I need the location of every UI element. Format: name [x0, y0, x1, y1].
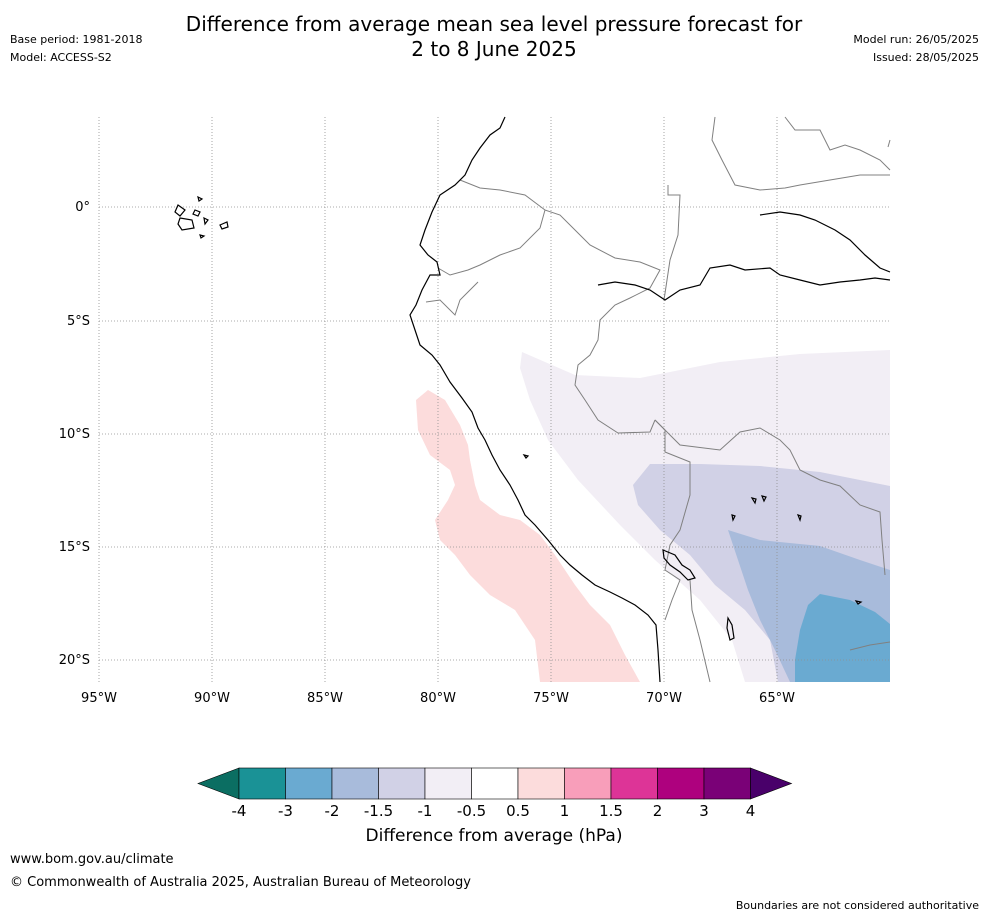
island-galapagos-6 [199, 234, 206, 239]
colorbar-low-extension [197, 767, 240, 800]
colorbar-bin [331, 767, 379, 800]
island-galapagos-7 [197, 195, 204, 202]
lake-small-3 [761, 495, 767, 503]
colorbar-tick-label: -3 [278, 802, 293, 820]
colorbar-tick-label: 1.5 [599, 802, 623, 820]
lake-small-4 [731, 514, 736, 522]
island-galapagos-5 [219, 221, 229, 230]
lat-label-0: 0° [75, 200, 90, 215]
colorbar-label: Difference from average (hPa) [365, 826, 623, 846]
border-colombia-venezuela [711, 116, 890, 191]
boundaries-disclaimer: Boundaries are not considered authoritat… [735, 899, 979, 912]
colorbar-tick-label: 1 [560, 802, 570, 820]
lon-label-75w: 75°W [533, 691, 569, 706]
colorbar-tick-label: 0.5 [506, 802, 530, 820]
model-name: Model: ACCESS-S2 [10, 51, 112, 64]
border-peru-brazil [654, 419, 691, 621]
anomaly-region-neg-2 [795, 594, 890, 682]
colorbar-bin [285, 767, 333, 800]
lake-small-1 [726, 616, 735, 641]
colorbar-high-extension [750, 767, 793, 800]
colorbar-tick-label: 3 [699, 802, 709, 820]
model-run: Model run: 26/05/2025 [853, 33, 979, 46]
coast-rio-negro [759, 211, 891, 273]
title-line-2: 2 to 8 June 2025 [411, 37, 577, 61]
border-paraguay [849, 641, 891, 651]
colorbar-bin [378, 767, 426, 800]
lon-label-90w: 90°W [194, 691, 230, 706]
island-galapagos-2 [177, 217, 195, 231]
colorbar-tick-label: 2 [653, 802, 663, 820]
island-galapagos-1 [174, 204, 186, 217]
lake-small-7 [854, 600, 863, 605]
colorbar-tick-label: -2 [325, 802, 340, 820]
country-borders [425, 116, 891, 683]
coast-pacific [409, 116, 661, 683]
lon-label-80w: 80°W [420, 691, 456, 706]
meta-right: Model run: 26/05/2025 Issued: 28/05/2025 [853, 31, 979, 67]
map-title: Difference from average mean sea level p… [0, 12, 988, 62]
lake-titicaca [662, 549, 696, 581]
lake-small-6 [522, 454, 530, 459]
colorbar-tick-label: -4 [232, 802, 247, 820]
border-ecuador-peru [437, 209, 661, 434]
island-galapagos-4 [203, 216, 209, 226]
lat-label-10s: 10°S [59, 427, 90, 442]
base-period: Base period: 1981-2018 [10, 33, 143, 46]
colorbar-tick-label: -0.5 [457, 802, 486, 820]
title-line-1: Difference from average mean sea level p… [185, 12, 803, 36]
lat-label-5s: 5°S [67, 314, 90, 329]
colorbar-bin [564, 767, 612, 800]
lon-label-95w: 95°W [81, 691, 117, 706]
copyright-notice: © Commonwealth of Australia 2025, Austra… [10, 875, 471, 890]
lat-label-15s: 15°S [59, 540, 90, 555]
colorbar-bin [424, 767, 472, 800]
lat-label-20s: 20°S [59, 653, 90, 668]
lon-label-70w: 70°W [646, 691, 682, 706]
graticule [98, 117, 890, 682]
border-colombia-brazil [663, 185, 681, 301]
border-ecuador-colombia [459, 179, 546, 211]
colorbar-bin [610, 767, 658, 800]
website-link[interactable]: www.bom.gov.au/climate [10, 852, 174, 867]
lake-small-2 [750, 497, 757, 505]
colorbar-bin [517, 767, 565, 800]
border-bolivia-south [689, 579, 711, 683]
border-brazil-bolivia [654, 419, 886, 576]
colorbar: -4 -3 -2 -1.5 -1 -0.5 0.5 1 1.5 2 3 4 [197, 767, 793, 820]
colorbar-tick-label: -1.5 [364, 802, 393, 820]
coast-amazon-river [597, 264, 891, 301]
colorbar-bin [657, 767, 705, 800]
lon-label-65w: 65°W [759, 691, 795, 706]
colorbar-bin [703, 767, 751, 800]
coastlines [174, 116, 891, 683]
colorbar-bin [238, 767, 286, 800]
issued-date: Issued: 28/05/2025 [872, 51, 979, 64]
island-galapagos-3 [192, 209, 201, 217]
border-guianas [887, 139, 891, 148]
border-brazil-north [784, 116, 891, 171]
colorbar-tick-label: 4 [746, 802, 756, 820]
border-ecuador-inner [425, 281, 479, 316]
anomaly-region-pos-0-5 [416, 390, 640, 682]
lon-label-85w: 85°W [307, 691, 343, 706]
lake-small-5 [796, 514, 802, 522]
colorbar-tick-label: -1 [418, 802, 433, 820]
anomaly-fills [416, 350, 890, 682]
colorbar-bin [471, 767, 519, 800]
meta-left: Base period: 1981-2018 Model: ACCESS-S2 [10, 31, 142, 67]
